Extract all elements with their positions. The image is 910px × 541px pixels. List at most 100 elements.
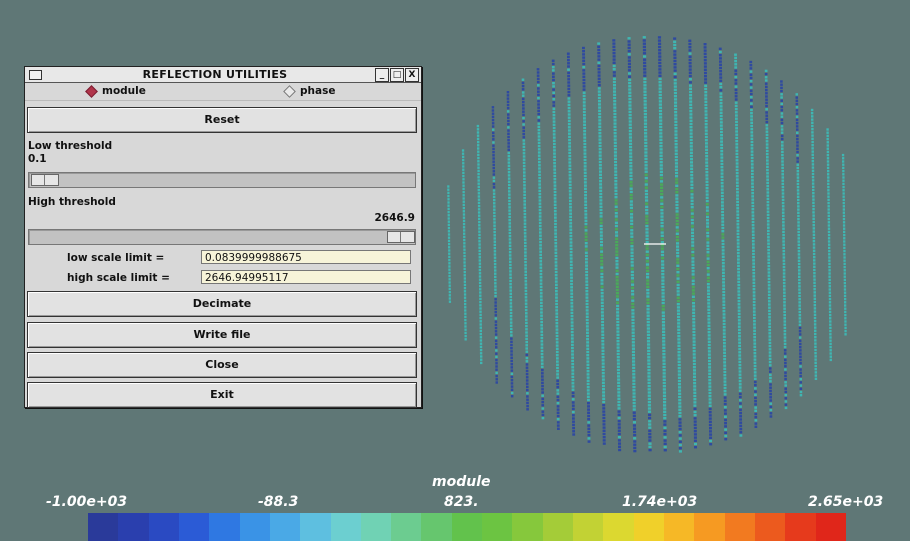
reflection-cell xyxy=(718,50,722,54)
reflection-cell xyxy=(598,164,602,167)
dialog-titlebar[interactable]: REFLECTION UTILITIES _ □ X xyxy=(25,67,421,83)
reflection-cell xyxy=(828,285,831,288)
reflection-cell xyxy=(633,427,637,430)
reflection-cell xyxy=(751,201,755,204)
reflection-cell xyxy=(583,174,587,178)
reflection-cell xyxy=(828,291,832,294)
reflection-cell xyxy=(631,296,635,299)
reflection-cell xyxy=(464,309,467,312)
close-button[interactable]: Close xyxy=(27,352,417,378)
reflection-cell xyxy=(631,344,635,347)
reflection-cell xyxy=(555,306,559,309)
radio-phase[interactable]: phase xyxy=(283,84,335,98)
reflection-cell xyxy=(647,397,651,401)
reflection-cell xyxy=(648,429,652,433)
reflection-cell xyxy=(539,244,542,247)
reflection-cell xyxy=(658,55,662,58)
reflection-cell xyxy=(643,100,647,103)
high-threshold-slider-handle[interactable] xyxy=(387,231,415,243)
reflection-cell xyxy=(492,157,495,160)
reflection-cell xyxy=(643,64,647,68)
reflection-cell xyxy=(811,140,814,144)
reflection-cell xyxy=(585,302,589,306)
reflection-cell xyxy=(781,147,784,150)
reflection-cell xyxy=(768,338,772,341)
minimize-icon[interactable]: _ xyxy=(375,68,389,82)
reflection-cell xyxy=(539,292,543,295)
reflection-cell xyxy=(813,310,817,313)
reflection-cell xyxy=(540,340,544,343)
low-threshold-slider[interactable] xyxy=(28,172,416,188)
reset-button[interactable]: Reset xyxy=(27,107,417,133)
reflection-cell xyxy=(662,372,666,375)
reflection-cell xyxy=(754,422,758,425)
low-scale-limit-input[interactable]: 0.0839999988675 xyxy=(201,250,411,264)
reflection-cell xyxy=(781,163,784,166)
reflection-cell xyxy=(706,283,710,286)
exit-button[interactable]: Exit xyxy=(27,382,417,408)
high-scale-limit-input[interactable]: 2646.94995117 xyxy=(201,270,411,284)
reflection-cell xyxy=(540,349,544,353)
reflection-cell xyxy=(782,272,786,275)
reflection-cell xyxy=(494,294,497,298)
close-window-icon[interactable]: X xyxy=(405,68,419,82)
reflection-cell xyxy=(827,214,830,218)
reflection-cell xyxy=(704,129,708,132)
low-threshold-slider-handle[interactable] xyxy=(31,174,59,186)
reflection-cell xyxy=(797,259,801,262)
reflection-cell xyxy=(768,341,772,345)
radio-selected-icon xyxy=(85,84,98,98)
reflection-cell xyxy=(705,174,709,177)
color-scale-segment xyxy=(724,513,755,541)
reflection-cell xyxy=(675,216,679,219)
reflection-cell xyxy=(690,158,694,161)
reflection-cell xyxy=(554,232,557,235)
reflection-cell xyxy=(738,341,742,344)
reflection-cell xyxy=(479,313,482,317)
reflection-cell xyxy=(675,181,679,184)
reflection-cell xyxy=(827,201,830,205)
reflection-cell xyxy=(602,388,605,391)
reflection-cell xyxy=(765,127,769,130)
reflection-cell xyxy=(767,274,771,277)
reflection-cell xyxy=(719,114,723,118)
maximize-icon[interactable]: □ xyxy=(390,68,404,82)
reflection-cell xyxy=(798,339,802,342)
reflection-cell xyxy=(707,340,711,343)
reflection-cell xyxy=(704,126,708,129)
reflection-cell xyxy=(691,241,695,244)
reflection-cell xyxy=(796,157,799,160)
reflection-cell xyxy=(769,370,772,373)
color-scale-segment xyxy=(269,513,301,541)
reflection-cell xyxy=(797,205,800,208)
reflection-cell xyxy=(644,164,648,167)
reflection-cell xyxy=(571,356,575,359)
reflection-cell xyxy=(525,376,529,379)
decimate-button[interactable]: Decimate xyxy=(27,291,417,317)
reflection-cell xyxy=(478,243,481,246)
radio-module[interactable]: module xyxy=(85,84,146,98)
high-threshold-slider[interactable] xyxy=(28,229,416,245)
reflection-cell xyxy=(812,208,815,211)
reflection-cell xyxy=(571,410,575,414)
color-scale-segment xyxy=(663,513,695,541)
reflection-cell xyxy=(584,219,588,222)
reflection-cell xyxy=(645,263,650,266)
reflection-cell xyxy=(537,132,541,135)
reflection-cell xyxy=(703,68,707,71)
reflection-cell xyxy=(766,216,770,220)
window-menu-icon[interactable] xyxy=(29,69,42,80)
reflection-cell xyxy=(674,104,678,107)
high-threshold-label: High threshold xyxy=(28,196,116,208)
reflection-cell xyxy=(735,143,739,146)
reflection-cell xyxy=(754,406,758,409)
reflection-cell xyxy=(495,368,498,371)
reflection-cell xyxy=(723,370,727,374)
reflection-cell xyxy=(644,148,648,151)
write-file-button[interactable]: Write file xyxy=(27,322,417,348)
reflection-cell xyxy=(491,125,495,128)
reflection-cell xyxy=(525,369,529,373)
reflection-cell xyxy=(510,343,513,347)
reflection-cell xyxy=(676,255,680,258)
